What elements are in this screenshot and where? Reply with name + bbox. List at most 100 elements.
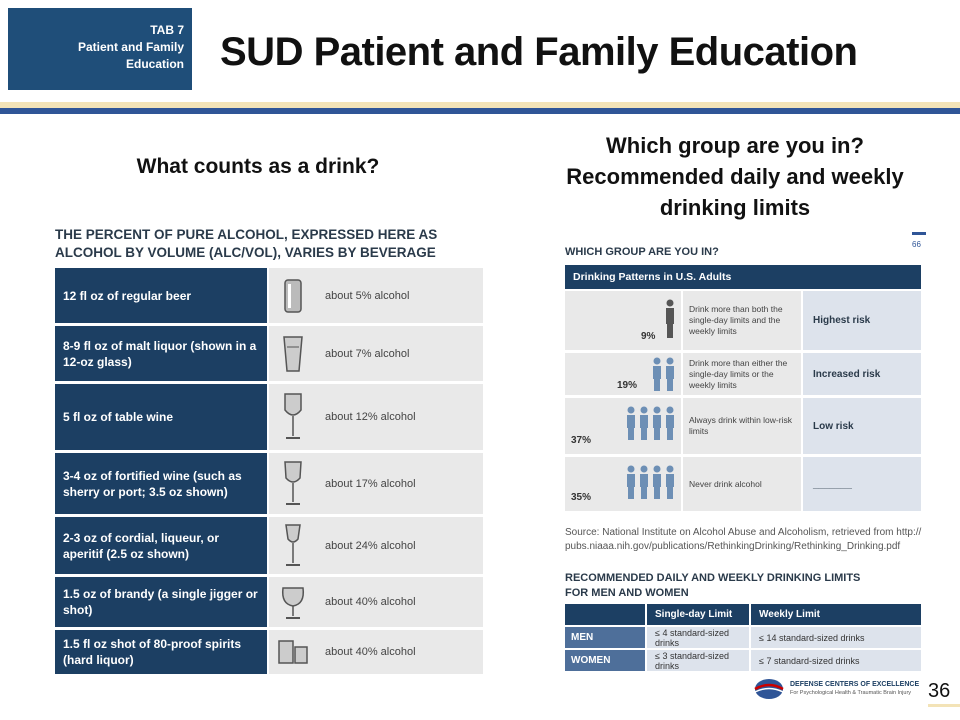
person-icons xyxy=(652,357,675,391)
person-icon xyxy=(653,357,661,391)
pattern-figure: 9% xyxy=(565,291,681,350)
pattern-desc: Always drink within low-risk limits xyxy=(683,398,801,454)
drink-pct: about 40% alcohol xyxy=(317,577,483,627)
person-icon xyxy=(627,406,635,440)
pattern-desc: Drink more than both the single-day limi… xyxy=(683,291,801,350)
pattern-figure: 19% xyxy=(565,353,681,395)
limits-header-blank xyxy=(565,604,645,625)
left-heading: What counts as a drink? xyxy=(136,155,380,178)
right-heading-line-3: drinking limits xyxy=(659,195,811,220)
pattern-risk: _______ xyxy=(803,457,921,511)
tab-line-2: Patient and Family xyxy=(77,40,184,54)
pattern-desc: Never drink alcohol xyxy=(683,457,801,511)
drink-pct: about 7% alcohol xyxy=(317,326,483,381)
limits-table-title: RECOMMENDED DAILY AND WEEKLY DRINKING LI… xyxy=(565,572,861,599)
pint-glass-icon xyxy=(267,326,317,381)
limits-day: ≤ 4 standard-sized drinks xyxy=(647,627,749,648)
pattern-risk: Low risk xyxy=(803,398,921,454)
person-icon xyxy=(640,465,648,499)
limits-table: Single-day Limit Weekly Limit MEN ≤ 4 st… xyxy=(565,604,921,671)
brandy-glass-icon xyxy=(267,577,317,627)
header-band-dark xyxy=(0,108,960,114)
limits-header-week: Weekly Limit xyxy=(751,604,921,625)
person-icons xyxy=(626,406,675,440)
drink-row: 2-3 oz of cordial, liqueur, or aperitif … xyxy=(55,517,483,574)
person-icon xyxy=(627,465,635,499)
drinking-patterns-table: 9% Drink more than both the single-day l… xyxy=(565,291,921,514)
person-icon xyxy=(666,299,674,338)
pattern-row: 37% Always drink within low-risk limits … xyxy=(565,398,921,454)
drink-label: 1.5 fl oz shot of 80-proof spirits (hard… xyxy=(55,630,267,674)
drink-pct: about 5% alcohol xyxy=(317,268,483,323)
person-icon xyxy=(640,406,648,440)
limits-week: ≤ 7 standard-sized drinks xyxy=(751,650,921,671)
person-icons xyxy=(665,299,675,339)
right-heading: Which group are you in? Recommended dail… xyxy=(520,130,950,223)
drink-row: 12 fl oz of regular beer about 5% alcoho… xyxy=(55,268,483,323)
shot-glass-icon xyxy=(267,630,317,674)
tab-line-3: Education xyxy=(125,57,184,71)
dcoe-logo: DEFENSE CENTERS OF EXCELLENCE For Psycho… xyxy=(752,677,919,701)
fortified-wine-glass-icon xyxy=(267,453,317,514)
person-icon xyxy=(653,465,661,499)
person-icon xyxy=(653,406,661,440)
pattern-pct: 35% xyxy=(571,492,592,503)
beer-can-icon xyxy=(267,268,317,323)
person-icon xyxy=(666,406,674,440)
right-heading-line-2: Recommended daily and weekly xyxy=(566,164,904,189)
drink-label: 8-9 fl oz of malt liquor (shown in a 12-… xyxy=(55,326,267,381)
slide-number: 36 xyxy=(928,680,951,702)
pattern-row: 35% Never drink alcohol _______ xyxy=(565,457,921,511)
pattern-pct: 37% xyxy=(571,435,592,446)
drink-row: 8-9 fl oz of malt liquor (shown in a 12-… xyxy=(55,326,483,381)
wine-glass-icon xyxy=(267,384,317,450)
drink-row: 1.5 fl oz shot of 80-proof spirits (hard… xyxy=(55,630,483,674)
pattern-figure: 35% xyxy=(565,457,681,511)
person-icons xyxy=(626,465,675,499)
pattern-row: 9% Drink more than both the single-day l… xyxy=(565,291,921,350)
drink-table: 12 fl oz of regular beer about 5% alcoho… xyxy=(55,268,483,677)
pattern-risk: Highest risk xyxy=(803,291,921,350)
tab-label: TAB 7 Patient and Family Education xyxy=(8,8,192,90)
group-panel-title: WHICH GROUP ARE YOU IN? xyxy=(565,246,719,258)
drink-table-heading-2: ALCOHOL BY VOLUME (ALC/VOL), VARIES BY B… xyxy=(55,245,436,260)
limits-week: ≤ 14 standard-sized drinks xyxy=(751,627,921,648)
footer-org: DEFENSE CENTERS OF EXCELLENCE xyxy=(790,681,920,688)
drink-pct: about 17% alcohol xyxy=(317,453,483,514)
pattern-desc: Drink more than either the single-day li… xyxy=(683,353,801,395)
drink-row: 1.5 oz of brandy (a single jigger or sho… xyxy=(55,577,483,627)
limits-group: WOMEN xyxy=(565,650,645,671)
slide-number-bar xyxy=(928,704,960,707)
pattern-pct: 19% xyxy=(617,380,638,391)
pattern-risk: Increased risk xyxy=(803,353,921,395)
pattern-pct: 9% xyxy=(641,331,656,342)
drink-pct: about 40% alcohol xyxy=(317,630,483,674)
drink-label: 3-4 oz of fortified wine (such as sherry… xyxy=(55,453,267,514)
tab-line-1: TAB 7 xyxy=(150,23,184,37)
source-citation: Source: National Institute on Alcohol Ab… xyxy=(565,527,922,552)
limits-header-day: Single-day Limit xyxy=(647,604,749,625)
limits-table-header: Single-day Limit Weekly Limit xyxy=(565,604,921,625)
inner-page-number: 66 xyxy=(912,240,921,249)
page-title: SUD Patient and Family Education xyxy=(220,30,858,74)
drink-label: 1.5 oz of brandy (a single jigger or sho… xyxy=(55,577,267,627)
footer-sub: For Psychological Health & Traumatic Bra… xyxy=(790,690,912,696)
drink-label: 12 fl oz of regular beer xyxy=(55,268,267,323)
drink-row: 3-4 oz of fortified wine (such as sherry… xyxy=(55,453,483,514)
pattern-row: 19% Drink more than either the single-da… xyxy=(565,353,921,395)
right-heading-line-1: Which group are you in? xyxy=(606,133,864,158)
drink-pct: about 24% alcohol xyxy=(317,517,483,574)
drink-table-heading: THE PERCENT OF PURE ALCOHOL, EXPRESSED H… xyxy=(55,226,485,262)
drinking-patterns-bar: Drinking Patterns in U.S. Adults xyxy=(565,265,921,289)
drink-label: 5 fl oz of table wine xyxy=(55,384,267,450)
globe-logo-icon xyxy=(754,679,784,699)
header-band-light xyxy=(0,102,960,108)
drink-row: 5 fl oz of table wine about 12% alcohol xyxy=(55,384,483,450)
drink-pct: about 12% alcohol xyxy=(317,384,483,450)
cordial-glass-icon xyxy=(267,517,317,574)
drink-table-heading-1: THE PERCENT OF PURE ALCOHOL, EXPRESSED H… xyxy=(55,227,438,242)
limits-row: WOMEN ≤ 3 standard-sized drinks ≤ 7 stan… xyxy=(565,650,921,671)
pattern-figure: 37% xyxy=(565,398,681,454)
limits-day: ≤ 3 standard-sized drinks xyxy=(647,650,749,671)
page-tag xyxy=(912,232,926,235)
